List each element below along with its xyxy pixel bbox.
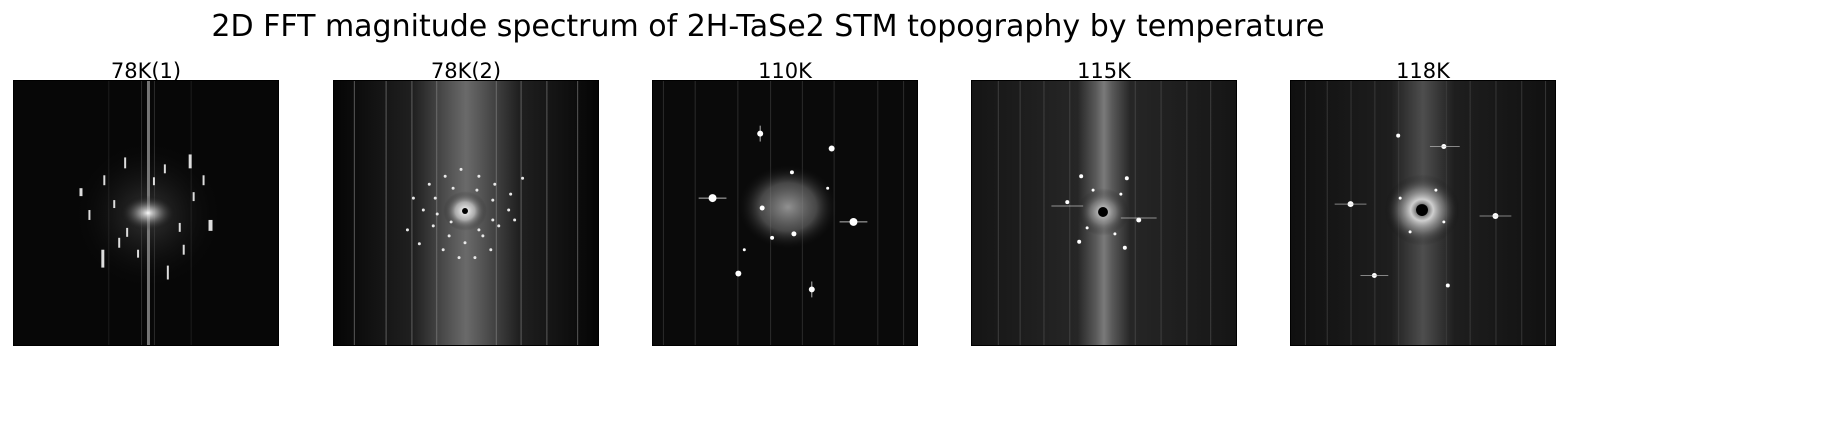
fft-image-78k-1 <box>13 80 279 346</box>
panel-title-110k: 110K <box>758 59 812 83</box>
fft-image-110k <box>652 80 918 346</box>
panel-title-115k: 115K <box>1077 59 1131 83</box>
panel-title-78k-2: 78K(2) <box>430 59 502 83</box>
panel-title-118k: 118K <box>1396 59 1450 83</box>
fft-image-118k <box>1290 80 1556 346</box>
figure-title: 2D FFT magnitude spectrum of 2H-TaSe2 ST… <box>211 9 1325 44</box>
fft-image-78k-2 <box>333 80 599 346</box>
fft-image-115k <box>971 80 1237 346</box>
panel-title-78k-1: 78K(1) <box>110 59 182 83</box>
